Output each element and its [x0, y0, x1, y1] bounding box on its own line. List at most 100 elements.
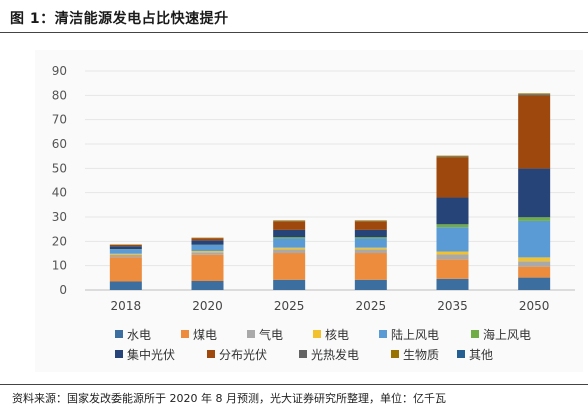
legend-label: 海上风电	[483, 327, 532, 342]
bar-segment	[436, 155, 469, 157]
legend-swatch	[391, 350, 399, 358]
legend-swatch	[115, 350, 123, 358]
title-rule	[0, 32, 588, 33]
bar-segment	[354, 229, 387, 238]
y-tick-label: 60	[52, 137, 67, 151]
x-tick-label: 2035	[437, 299, 468, 313]
bar-segment	[191, 240, 224, 245]
bar-segment	[109, 249, 142, 254]
legend-item-central-pv: 集中光伏	[115, 346, 207, 363]
bar-segment	[436, 278, 469, 290]
bar-segment	[354, 237, 387, 239]
bar-segment	[518, 261, 551, 267]
legend-item-distributed-pv: 分布光伏	[207, 346, 299, 363]
bar-segment	[518, 266, 551, 278]
legend-swatch	[379, 330, 387, 338]
source-rule	[0, 384, 588, 385]
bar-segment	[273, 220, 306, 222]
bar-segment	[191, 252, 224, 255]
bar-segment	[436, 251, 469, 255]
x-tick-label: 2050	[519, 299, 550, 313]
bar-segment	[518, 93, 551, 95]
legend-swatch	[207, 350, 215, 358]
bar-segment	[436, 157, 469, 198]
y-tick-label: 90	[52, 64, 67, 78]
legend-swatch	[471, 330, 479, 338]
bar-segment	[273, 279, 306, 290]
legend-item-other: 其他	[457, 346, 523, 363]
bar-segment	[109, 246, 142, 250]
y-tick-label: 40	[52, 186, 67, 200]
bar-segment	[354, 249, 387, 254]
legend-label: 光热发电	[311, 347, 360, 362]
x-tick-label: 2018	[111, 299, 142, 313]
bar-segment	[109, 253, 142, 255]
bar-segment	[109, 244, 142, 247]
legend-row-2: 集中光伏 分布光伏 光热发电 生物质 其他	[115, 344, 575, 364]
bar-segment	[436, 197, 469, 225]
bar-segment	[354, 247, 387, 250]
bar-segment	[518, 257, 551, 262]
source-note: 资料来源：国家发改委能源所于 2020 年 8 月预测，光大证券研究所整理，单位…	[12, 392, 446, 405]
chart-legend: 水电 煤电 气电 核电 陆上风电 海上风电 集中光伏 分布光伏 光热发电 生物质…	[115, 324, 575, 364]
legend-label: 陆上风电	[391, 327, 440, 342]
bar-segment	[518, 217, 551, 221]
legend-label: 生物质	[403, 347, 440, 362]
legend-swatch	[313, 330, 321, 338]
bar-segment	[109, 257, 142, 282]
bar-segment	[273, 237, 306, 239]
bar-segment	[191, 244, 224, 252]
y-tick-label: 70	[52, 113, 67, 127]
bar-segment	[273, 247, 306, 250]
bar-segment	[354, 279, 387, 290]
bar-segment	[273, 249, 306, 254]
chart-panel: 0 10 20 30 40 50 60 70 80 90 2018 2020 2025 2025 2035 2…	[35, 50, 583, 372]
legend-swatch	[181, 330, 189, 338]
x-tick-label: 2025	[356, 299, 387, 313]
bar-segment	[354, 221, 387, 230]
bar-segment	[273, 253, 306, 280]
legend-swatch	[457, 350, 465, 358]
x-tick-label: 2025	[274, 299, 305, 313]
bar-segment	[273, 229, 306, 238]
bar-segment	[109, 254, 142, 258]
legend-label: 煤电	[193, 327, 218, 342]
bar-segment	[436, 224, 469, 228]
x-tick-label: 2020	[192, 299, 223, 313]
bar-segment	[191, 280, 224, 290]
legend-label: 核电	[325, 327, 350, 342]
bar-segment	[518, 94, 551, 96]
bar-segment	[436, 227, 469, 252]
bar-segment	[518, 168, 551, 218]
stacked-bar-chart: 0 10 20 30 40 50 60 70 80 90 2018 2020 2025 2025 2035 2…	[52, 64, 575, 313]
bar-segment	[273, 238, 306, 248]
bar-segment	[354, 220, 387, 222]
legend-swatch	[247, 330, 255, 338]
bar-segment	[436, 254, 469, 260]
bar-segment	[191, 251, 224, 253]
figure-title: 图 1：清洁能源发电占比快速提升	[10, 11, 229, 27]
legend-item-solar-thermal: 光热发电	[299, 346, 391, 363]
legend-label: 水电	[127, 327, 152, 342]
bar-segment	[518, 95, 551, 169]
legend-item-onshore-wind: 陆上风电	[379, 326, 471, 343]
bar-segment	[436, 156, 469, 158]
legend-row-1: 水电 煤电 气电 核电 陆上风电 海上风电	[115, 324, 575, 344]
legend-item-nuclear: 核电	[313, 326, 379, 343]
legend-swatch	[299, 350, 307, 358]
bar-segment	[273, 221, 306, 230]
legend-label: 其他	[469, 347, 494, 362]
legend-label: 集中光伏	[127, 347, 176, 362]
legend-item-offshore-wind: 海上风电	[471, 326, 563, 343]
y-tick-label: 20	[52, 234, 67, 248]
legend-item-coal: 煤电	[181, 326, 247, 343]
y-tick-label: 30	[52, 210, 67, 224]
legend-item-biomass: 生物质	[391, 346, 457, 363]
bar-segment	[518, 220, 551, 258]
legend-item-gas: 气电	[247, 326, 313, 343]
legend-swatch	[115, 330, 123, 338]
legend-label: 气电	[259, 327, 284, 342]
bar-segment	[436, 259, 469, 279]
legend-label: 分布光伏	[219, 347, 268, 362]
bar-segment	[518, 277, 551, 290]
